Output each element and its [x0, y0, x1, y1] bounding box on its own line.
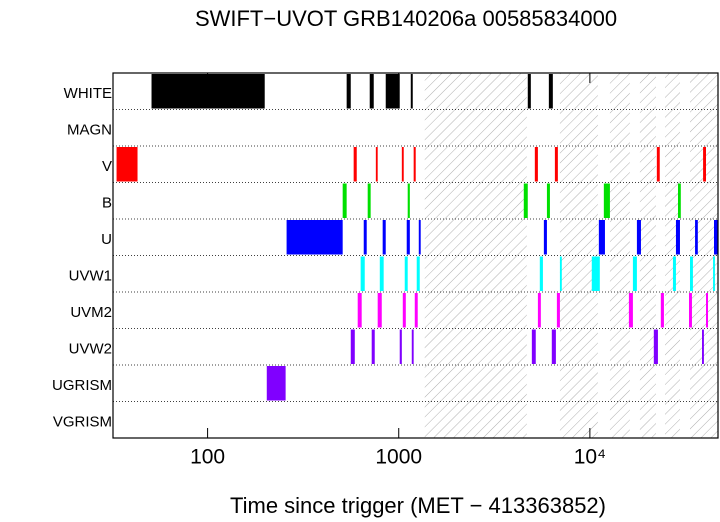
exposure-bar [689, 256, 693, 291]
row-label: UVW2 [69, 341, 112, 358]
x-tick-label: 1000 [375, 446, 422, 469]
row-label: B [102, 195, 112, 212]
exposure-bar [636, 220, 641, 255]
exposure-bar [413, 147, 416, 182]
exposure-bar [559, 256, 562, 291]
exposure-bar [656, 147, 660, 182]
exposure-bar [539, 256, 543, 291]
exposure-bar [713, 256, 715, 291]
exposure-bar [402, 293, 406, 328]
exposure-bar [537, 293, 541, 328]
row-label: UGRISM [52, 377, 112, 394]
exposure-bar [410, 74, 413, 109]
exposure-bar [411, 329, 414, 364]
row-label: U [101, 231, 112, 248]
exposure-bar [369, 74, 374, 109]
hatch [665, 73, 680, 438]
exposure-bar [688, 293, 692, 328]
exposure-bar [628, 293, 633, 328]
exposure-bar [375, 147, 378, 182]
row-label: UVM2 [70, 304, 112, 321]
exposure-bar [705, 293, 709, 328]
exposure-bar [677, 183, 681, 218]
exposure-bar [523, 183, 528, 218]
exposure-bar [551, 329, 556, 364]
exposure-bar [653, 329, 658, 364]
exposure-bar [598, 220, 605, 255]
exposure-bar [695, 220, 698, 255]
exposure-bar [418, 220, 421, 255]
exposure-bar [632, 256, 637, 291]
row-label: UVW1 [69, 268, 112, 285]
hatch [609, 73, 630, 438]
plot-frame [112, 72, 719, 439]
exposure-bar [675, 220, 680, 255]
exposure-bar [401, 147, 404, 182]
exposure-bar [151, 74, 265, 109]
exposure-bar [416, 256, 420, 291]
exposure-bar [534, 147, 538, 182]
row-label: VGRISM [53, 414, 112, 431]
exposure-bar [346, 74, 351, 109]
exposure-bar [703, 147, 706, 182]
exposure-bar [399, 329, 402, 364]
exposure-bar [591, 256, 600, 291]
plot-area: WHITE MAGN V B U UVW1 UVM2 UVW2 UGRISM VGRISM 100 1… [52, 72, 719, 469]
exposure-bar [357, 293, 362, 328]
exposure-bar [603, 183, 610, 218]
exposure-bar [531, 329, 536, 364]
exposure-bar [546, 183, 550, 218]
exposure-bar [407, 183, 410, 218]
exposure-bar [350, 329, 355, 364]
row-label: V [102, 158, 112, 175]
exposure-bar [342, 183, 347, 218]
exposure-bar [672, 256, 676, 291]
exposure-bar [527, 74, 531, 109]
exposure-bar [377, 293, 382, 328]
exposure-bar [702, 329, 704, 364]
exposure-bar [367, 183, 371, 218]
exposure-bar [548, 74, 553, 109]
exposure-bar [714, 220, 718, 255]
exposure-bar [556, 293, 560, 328]
exposure-bar [543, 220, 547, 255]
x-tick-label: 10⁴ [574, 446, 606, 469]
chart-title: SWIFT−UVOT GRB140206a 00585834000 [195, 6, 617, 31]
exposure-bar [266, 366, 286, 401]
exposure-bar [385, 74, 400, 109]
exposure-bar [371, 329, 375, 364]
exposure-bar [382, 220, 386, 255]
exposure-bar [554, 147, 558, 182]
x-axis-label: Time since trigger (MET − 413363852) [230, 493, 606, 518]
exposure-bar [404, 256, 408, 291]
row-label: MAGN [67, 122, 112, 139]
exposure-bar [116, 147, 138, 182]
exposure-bar [286, 220, 343, 255]
exposure-bar [379, 256, 384, 291]
row-label: WHITE [64, 85, 112, 102]
exposure-bar [406, 220, 410, 255]
x-tick-label: 100 [190, 446, 225, 469]
exposure-bar [360, 256, 365, 291]
exposure-bar [353, 147, 357, 182]
exposure-bar [414, 293, 418, 328]
exposure-bar [363, 220, 367, 255]
exposure-bar [660, 293, 664, 328]
